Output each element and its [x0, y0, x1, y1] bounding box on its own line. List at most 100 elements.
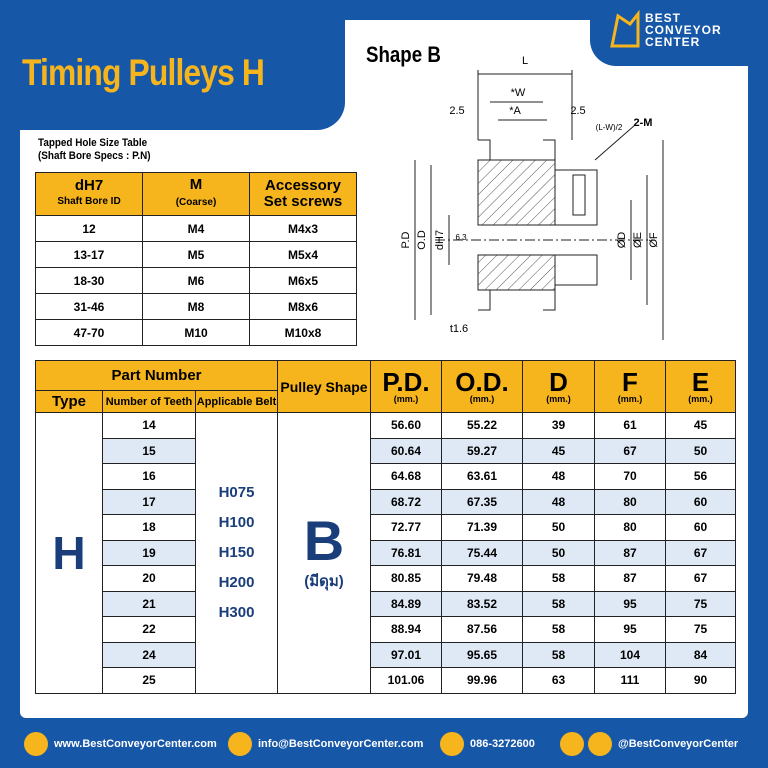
dim-unit: (mm.) [546, 393, 571, 404]
cell: 12 [35, 215, 143, 242]
dimension-label: 2.5 [449, 105, 464, 117]
row: 47-70 M10 M10x8 [35, 319, 357, 346]
value: 50 [522, 539, 595, 566]
shape-note: (มีดุม) [304, 572, 344, 590]
header-cell: Accessory Set screws [249, 172, 357, 216]
dim-main: E [691, 366, 710, 397]
value: 45 [522, 437, 595, 464]
teeth: 17 [102, 488, 196, 515]
value: 75 [665, 616, 736, 643]
cell: M5x4 [249, 241, 357, 268]
row: 17 68.72 67.35 48 80 60 [36, 488, 736, 515]
logo: BEST CONVEYOR CENTER [645, 12, 722, 48]
value: 75.44 [441, 539, 523, 566]
teeth: 15 [102, 437, 196, 464]
value: 84 [665, 641, 736, 668]
belt: H150 [218, 543, 255, 561]
value: 70 [594, 463, 666, 490]
value: 56.60 [370, 412, 442, 439]
value: 87.56 [441, 616, 523, 643]
social[interactable]: @BestConveyorCenter [618, 738, 739, 750]
value: 67 [665, 539, 736, 566]
value: 87 [594, 565, 666, 592]
value: 58 [522, 565, 595, 592]
dimension-label: 2.5 [570, 105, 585, 117]
shape: B (มีดุม) [277, 412, 371, 694]
belt: H075 [218, 483, 255, 501]
teeth: 16 [102, 463, 196, 490]
value: 58 [522, 616, 595, 643]
caption-line: Tapped Hole Size Table [38, 137, 148, 149]
shape-label: Shape B [366, 42, 441, 67]
header-cell: Number of Teeth [102, 390, 196, 413]
value: 80 [594, 514, 666, 541]
logo-box [590, 0, 768, 66]
value: 95 [594, 616, 666, 643]
dimension-label: O.D [416, 230, 428, 250]
cell: 18-30 [35, 267, 143, 294]
row: 18-30 M6 M6x5 [35, 267, 357, 294]
value: 88.94 [370, 616, 442, 643]
header-row: Part Number Pulley Shape P.D. (mm.) O.D. (mm.… [35, 360, 736, 413]
icon-phone [440, 732, 464, 756]
value: 67 [665, 565, 736, 592]
email[interactable]: info@BestConveyorCenter.com [258, 738, 424, 750]
row: 12 M4 M4x3 [35, 215, 357, 242]
dim-header: F (mm.) [594, 360, 666, 413]
value: 45 [665, 412, 736, 439]
belts: H075 H100 H150 H200 H300 [195, 412, 278, 694]
dim-header: E (mm.) [665, 360, 736, 413]
website[interactable]: www.BestConveyorCenter.com [54, 738, 217, 750]
value: 48 [522, 488, 595, 515]
main-table: Part Number Pulley Shape P.D. (mm.) O.D. (mm.… [35, 360, 736, 694]
header-cell: M (Coarse) [142, 172, 250, 216]
cell: M4 [142, 215, 250, 242]
dimension-label: (L-W)/2 [596, 123, 623, 132]
value: 79.48 [441, 565, 523, 592]
row: H 14 H075 H100 H150 H200 H300 B (มีดุม) 56.60 55.2… [35, 412, 736, 694]
shape-code: B [303, 508, 345, 572]
row: 15 60.64 59.27 45 67 50 [36, 437, 736, 464]
value: 64.68 [370, 463, 442, 490]
icon-facebook [560, 732, 584, 756]
teeth: 24 [102, 641, 196, 668]
value: 60.64 [370, 437, 442, 464]
header-main: dH7 [74, 177, 104, 194]
dimension-label: ØF [648, 232, 660, 248]
phone[interactable]: 086-3272600 [470, 738, 535, 750]
value: 55.22 [441, 412, 523, 439]
header-sub: Shaft Bore ID [57, 196, 121, 207]
header-cell: dH7 Shaft Bore ID [35, 172, 143, 216]
dimension-label: t1.6 [450, 323, 468, 335]
footer: www.BestConveyorCenter.com info@BestConv… [0, 728, 768, 762]
dimension-label: 6.3 [455, 233, 467, 242]
value: 61 [594, 412, 666, 439]
value: 104 [594, 641, 666, 668]
row: 16 64.68 63.61 48 70 56 [36, 463, 736, 490]
row: 25 101.06 99.96 63 111 90 [36, 667, 736, 694]
value: 58 [522, 590, 595, 617]
value: 63.61 [441, 463, 523, 490]
belt: H300 [218, 603, 255, 621]
value: 75 [665, 590, 736, 617]
value: 68.72 [370, 488, 442, 515]
icon-web [24, 732, 48, 756]
teeth: 22 [102, 616, 196, 643]
teeth: 14 [102, 412, 196, 439]
dim-header: D (mm.) [522, 360, 595, 413]
dimension-label: *A [509, 105, 521, 117]
cell: M6 [142, 267, 250, 294]
value: 59.27 [441, 437, 523, 464]
group-header: Part Number [35, 360, 278, 391]
dim-main: F [622, 366, 638, 397]
value: 60 [665, 514, 736, 541]
value: 63 [522, 667, 595, 694]
value: 58 [522, 641, 595, 668]
cell: M8 [142, 293, 250, 320]
dim-unit: (mm.) [393, 393, 419, 404]
value: 39 [522, 412, 595, 439]
value: 50 [665, 437, 736, 464]
title-box [0, 0, 345, 130]
value: 101.06 [370, 667, 442, 694]
belt: H200 [218, 573, 255, 591]
